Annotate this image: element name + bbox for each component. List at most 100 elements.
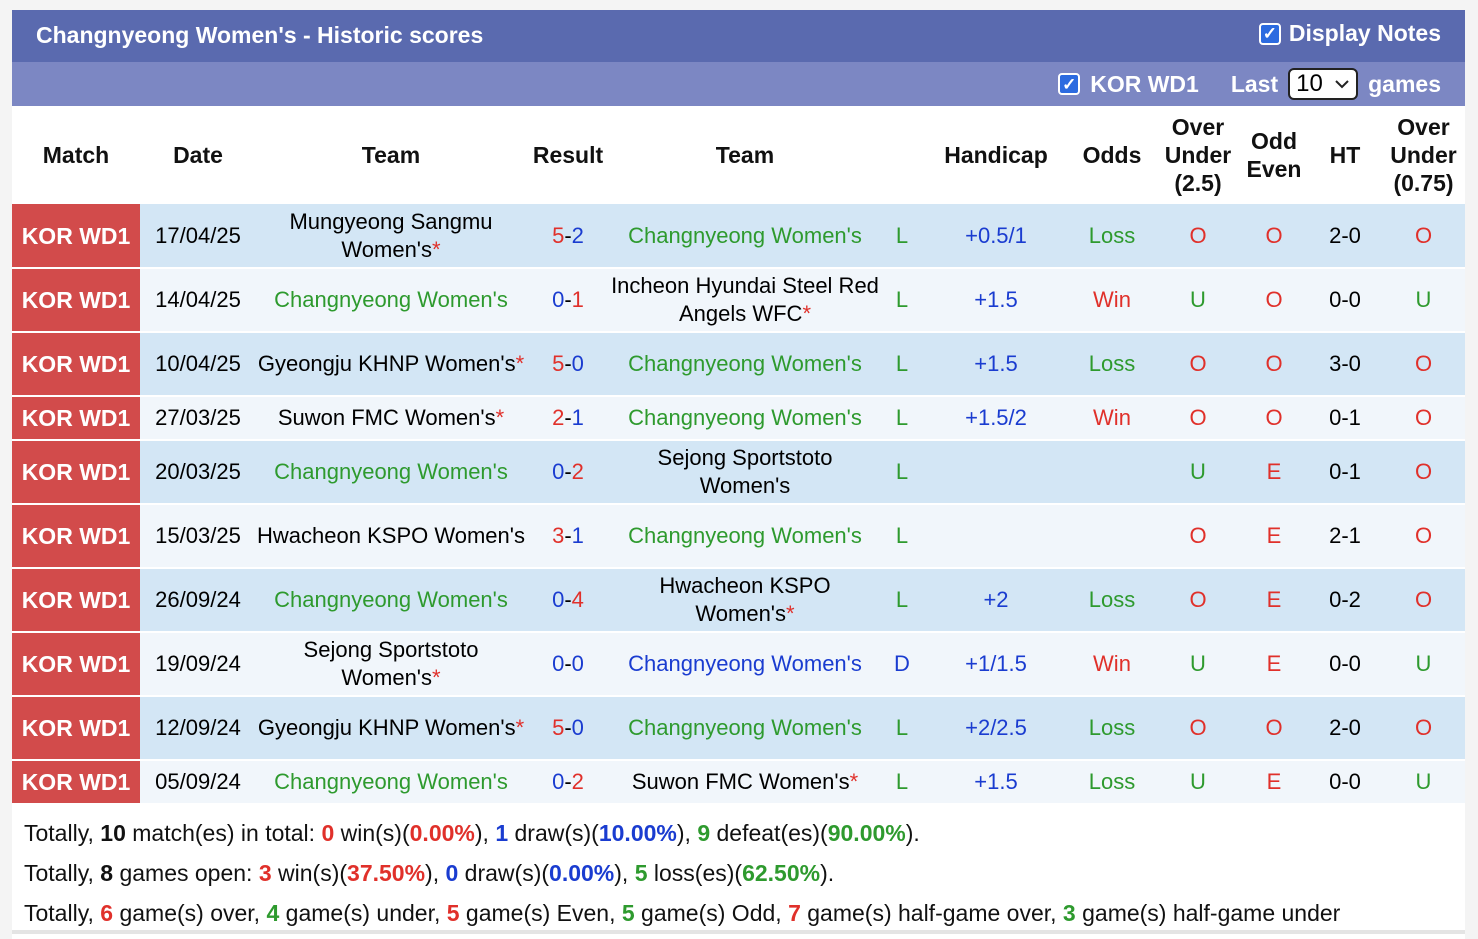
last-label: Last <box>1230 70 1279 97</box>
chevron-down-icon <box>1335 80 1349 89</box>
home-team-name[interactable]: Changnyeong Women's <box>274 587 508 612</box>
league-cell[interactable]: KOR WD1 <box>12 440 140 505</box>
star-mark: * <box>432 665 441 690</box>
summary-draws: 1 <box>495 820 509 846</box>
league-cell[interactable]: KOR WD1 <box>12 396 140 441</box>
table-row[interactable]: KOR WD1 05/09/24 Changnyeong Women's 0-2 Suw… <box>12 760 1465 805</box>
table-row[interactable]: KOR WD1 12/09/24 Gyeongju KHNP Women's* 5-0… <box>12 696 1465 761</box>
league-cell[interactable]: KOR WD1 <box>12 504 140 569</box>
table-row[interactable]: KOR WD1 14/04/25 Changnyeong Women's 0-1 Inc… <box>12 268 1465 333</box>
table-row[interactable]: KOR WD1 26/09/24 Changnyeong Women's 0-4 Hwa… <box>12 568 1465 633</box>
home-team-name[interactable]: Sejong Sportstoto Women's <box>303 637 479 690</box>
away-team-cell[interactable]: Hwacheon KSPO Women's* <box>610 568 880 633</box>
home-team-name[interactable]: Changnyeong Women's <box>274 459 508 484</box>
away-team-cell[interactable]: Changnyeong Women's <box>610 632 880 697</box>
away-team-name[interactable]: Changnyeong Women's <box>628 523 862 548</box>
home-team-cell[interactable]: Gyeongju KHNP Women's* <box>256 696 526 761</box>
odds-cell: Loss <box>1068 760 1156 805</box>
home-team-name[interactable]: Mungyeong Sangmu Women's <box>289 208 493 262</box>
result-cell[interactable]: 5-2 <box>526 204 610 269</box>
home-team-cell[interactable]: Hwacheon KSPO Women's <box>256 504 526 569</box>
display-notes-checkbox[interactable]: ✓ <box>1258 22 1281 45</box>
home-team-cell[interactable]: Changnyeong Women's <box>256 440 526 505</box>
away-score: 4 <box>571 587 584 612</box>
result-cell[interactable]: 0-2 <box>526 760 610 805</box>
away-team-cell[interactable]: Sejong Sportstoto Women's <box>610 440 880 505</box>
league-cell[interactable]: KOR WD1 <box>12 568 140 633</box>
table-row[interactable]: KOR WD1 17/04/25 Mungyeong Sangmu Women's*… <box>12 204 1465 269</box>
league-cell[interactable]: KOR WD1 <box>12 696 140 761</box>
home-team-name[interactable]: Changnyeong Women's <box>274 769 508 794</box>
result-cell[interactable]: 5-0 <box>526 696 610 761</box>
display-notes-toggle[interactable]: ✓ Display Notes <box>1258 20 1441 47</box>
wl-cell: L <box>880 332 924 397</box>
result-cell[interactable]: 5-0 <box>526 332 610 397</box>
league-cell[interactable]: KOR WD1 <box>12 204 140 269</box>
league-filter-checkbox[interactable]: ✓ <box>1058 73 1081 95</box>
summary-win-pct: 0.00% <box>409 820 475 846</box>
summary-loss-pct: 62.50% <box>742 860 821 886</box>
home-team-name[interactable]: Suwon FMC Women's <box>277 405 496 430</box>
home-team-cell[interactable]: Changnyeong Women's <box>256 268 526 333</box>
league-cell[interactable]: KOR WD1 <box>12 760 140 805</box>
away-team-name[interactable]: Changnyeong Women's <box>628 351 862 376</box>
away-team-name[interactable]: Incheon Hyundai Steel Red Angels WFC <box>611 273 879 326</box>
ht-cell: 0-2 <box>1308 568 1382 633</box>
result-cell[interactable]: 3-1 <box>526 504 610 569</box>
table-row[interactable]: KOR WD1 15/03/25 Hwacheon KSPO Women's 3-1 C… <box>12 504 1465 569</box>
result-cell[interactable]: 0-4 <box>526 568 610 633</box>
col-result: Result <box>526 106 610 204</box>
away-team-name[interactable]: Changnyeong Women's <box>628 405 862 430</box>
league-cell[interactable]: KOR WD1 <box>12 268 140 333</box>
home-team-cell[interactable]: Gyeongju KHNP Women's* <box>256 332 526 397</box>
away-team-cell[interactable]: Changnyeong Women's <box>610 504 880 569</box>
league-cell[interactable]: KOR WD1 <box>12 332 140 397</box>
home-team-cell[interactable]: Changnyeong Women's <box>256 568 526 633</box>
away-team-name[interactable]: Changnyeong Women's <box>628 222 862 248</box>
home-team-cell[interactable]: Suwon FMC Women's* <box>256 396 526 441</box>
ou25-cell: O <box>1156 332 1240 397</box>
result-cell[interactable]: 0-1 <box>526 268 610 333</box>
home-score: 5 <box>552 715 565 740</box>
result-cell[interactable]: 2-1 <box>526 396 610 441</box>
home-team-cell[interactable]: Changnyeong Women's <box>256 760 526 805</box>
star-mark: * <box>802 301 812 326</box>
home-team-cell[interactable]: Sejong Sportstoto Women's* <box>256 632 526 697</box>
away-team-name[interactable]: Changnyeong Women's <box>628 651 862 676</box>
home-team-name[interactable]: Changnyeong Women's <box>274 287 508 312</box>
date-cell: 10/04/25 <box>140 332 256 397</box>
home-score: 0 <box>552 459 565 484</box>
summary-text: ), <box>676 820 698 846</box>
table-row[interactable]: KOR WD1 10/04/25 Gyeongju KHNP Women's* 5-0… <box>12 332 1465 397</box>
col-team-home: Team <box>256 106 526 204</box>
away-team-name[interactable]: Sejong Sportstoto Women's <box>657 445 833 498</box>
away-team-cell[interactable]: Incheon Hyundai Steel Red Angels WFC* <box>610 268 880 333</box>
away-team-name[interactable]: Suwon FMC Women's <box>631 769 850 794</box>
col-handicap: Handicap <box>924 106 1068 204</box>
away-score: 0 <box>571 651 584 676</box>
table-row[interactable]: KOR WD1 19/09/24 Sejong Sportstoto Women's… <box>12 632 1465 697</box>
result-cell[interactable]: 0-2 <box>526 440 610 505</box>
league-filter-label: KOR WD1 <box>1090 70 1199 97</box>
away-team-cell[interactable]: Changnyeong Women's <box>610 332 880 397</box>
away-team-cell[interactable]: Changnyeong Women's <box>610 696 880 761</box>
col-oddeven: Odd Even <box>1240 106 1308 204</box>
table-row[interactable]: KOR WD1 27/03/25 Suwon FMC Women's* 2-1 Chan… <box>12 396 1465 441</box>
table-row[interactable]: KOR WD1 20/03/25 Changnyeong Women's 0-2 Sej… <box>12 440 1465 505</box>
away-team-name[interactable]: Changnyeong Women's <box>628 715 862 740</box>
games-count-select[interactable]: 10 <box>1288 68 1359 100</box>
away-team-cell[interactable]: Changnyeong Women's <box>610 204 880 269</box>
home-team-cell[interactable]: Mungyeong Sangmu Women's* <box>256 204 526 269</box>
summary-text: ). <box>905 820 920 846</box>
col-team-away: Team <box>610 106 880 204</box>
away-team-name[interactable]: Hwacheon KSPO Women's <box>659 573 831 626</box>
home-team-name[interactable]: Hwacheon KSPO Women's <box>257 523 525 548</box>
home-team-name[interactable]: Gyeongju KHNP Women's <box>257 715 516 740</box>
league-cell[interactable]: KOR WD1 <box>12 632 140 697</box>
result-cell[interactable]: 0-0 <box>526 632 610 697</box>
home-team-name[interactable]: Gyeongju KHNP Women's <box>257 351 516 376</box>
away-team-cell[interactable]: Suwon FMC Women's* <box>610 760 880 805</box>
away-team-cell[interactable]: Changnyeong Women's <box>610 396 880 441</box>
oddeven-cell: O <box>1240 332 1308 397</box>
date-cell: 12/09/24 <box>140 696 256 761</box>
